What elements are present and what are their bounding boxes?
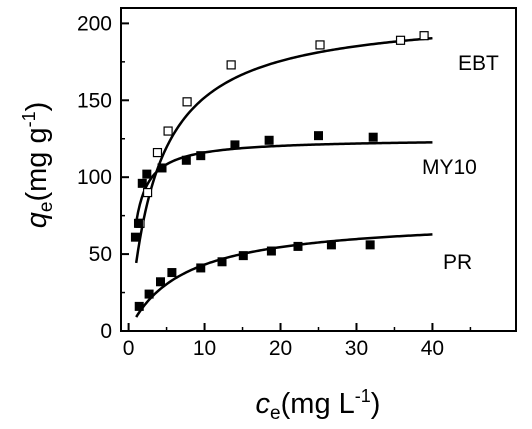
data-point-my10 [157, 163, 167, 173]
x-tick-label: 20 [269, 337, 292, 360]
x-tick-label: 30 [345, 337, 368, 360]
y-axis: 0 50 100 150 200 [77, 12, 129, 343]
data-point-pr [365, 240, 375, 250]
data-point-my10 [181, 155, 191, 165]
x-axis-title: ce(mg L-1) [256, 386, 381, 424]
data-point-pr [156, 277, 165, 287]
data-point-pr [196, 263, 206, 273]
data-point-pr [266, 246, 276, 256]
fit-curve-ebt [134, 36, 433, 264]
data-point-ebt [419, 31, 429, 41]
data-point-ebt [226, 60, 236, 70]
x-tick-label: 10 [193, 337, 216, 360]
data-point-my10 [133, 218, 143, 228]
data-point-ebt [142, 187, 153, 198]
data-point-pr [293, 241, 303, 251]
data-point-pr [144, 289, 154, 299]
data-point-pr [134, 301, 144, 311]
y-axis-title: qe(mg g-1) [19, 102, 57, 229]
series-label-my10: MY10 [422, 156, 477, 179]
data-point-pr [217, 257, 227, 267]
fit-curves [134, 36, 433, 318]
series-label-pr: PR [443, 251, 472, 274]
y-tick-label: 200 [77, 12, 112, 35]
data-point-my10 [130, 232, 140, 242]
x-tick-label: 40 [421, 337, 444, 360]
data-point-ebt [395, 35, 406, 45]
data-point-my10 [137, 178, 147, 188]
y-tick-label: 0 [100, 320, 112, 343]
data-point-ebt [152, 147, 163, 158]
x-axis: 0 10 20 30 40 [123, 323, 472, 360]
data-point-pr [326, 240, 336, 250]
series-label-ebt: EBT [458, 52, 499, 75]
data-point-ebt [182, 97, 192, 107]
data-point-my10 [230, 140, 240, 150]
data-point-my10 [142, 169, 152, 179]
y-tick-label: 50 [89, 243, 112, 266]
data-point-ebt [315, 40, 325, 50]
fit-curve-my10 [134, 141, 433, 223]
data-points [130, 31, 429, 311]
fit-curve-pr [135, 233, 433, 318]
y-tick-label: 150 [77, 89, 112, 112]
x-tick-label: 0 [123, 337, 135, 360]
data-point-my10 [264, 135, 274, 145]
data-point-my10 [196, 151, 206, 161]
y-tick-label: 100 [77, 166, 112, 189]
data-point-pr [238, 251, 248, 261]
data-point-my10 [368, 132, 378, 142]
data-point-my10 [314, 131, 323, 141]
data-point-pr [167, 268, 177, 278]
data-point-ebt [163, 126, 173, 136]
